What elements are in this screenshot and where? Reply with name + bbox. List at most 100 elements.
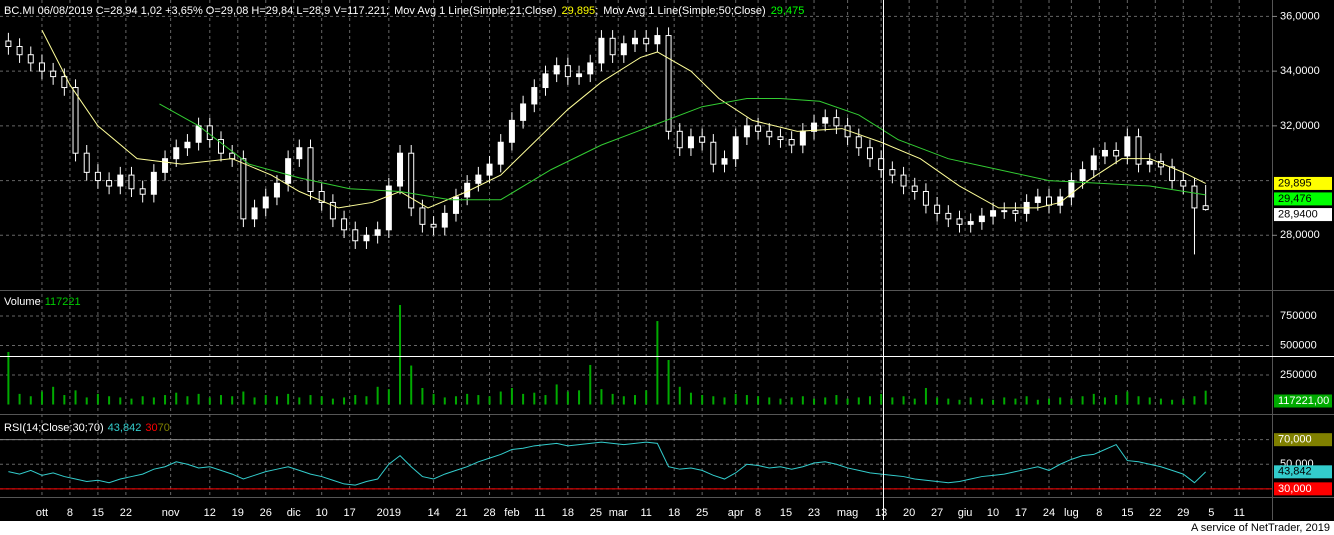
candle-body — [520, 103, 527, 121]
candle-body — [341, 218, 348, 231]
volume-bar — [387, 389, 390, 405]
candle-body — [1068, 180, 1075, 198]
volume-bar — [108, 396, 111, 405]
candle-body — [1046, 196, 1053, 206]
volume-bar — [656, 321, 659, 405]
y-tick-label: 250000 — [1280, 369, 1317, 381]
volume-bar — [466, 393, 469, 405]
rsi-value: 43,842 — [108, 422, 142, 434]
candle-body — [1079, 169, 1086, 182]
volume-bar — [7, 351, 10, 405]
volume-bar — [63, 395, 66, 405]
volume-tag: 117221,00 — [1278, 395, 1329, 407]
volume-bar — [376, 386, 379, 405]
footer-bar — [0, 521, 1334, 535]
x-tick-label: 17 — [1015, 507, 1027, 519]
candle-body — [620, 43, 627, 56]
volume-bar — [1193, 396, 1196, 405]
volume-bar — [18, 393, 21, 405]
x-tick-label: 17 — [344, 507, 356, 519]
volume-bar — [600, 389, 603, 405]
candle-body — [352, 229, 359, 242]
candle-body — [150, 171, 157, 195]
volume-bar — [432, 393, 435, 405]
plot-layer: ott 8 15 22 nov 12 19 26 dic 10 17 2019 14 21 28 feb 11 1… — [0, 0, 1332, 519]
x-tick-label: 12 — [204, 507, 216, 519]
x-tick-label: 15 — [92, 507, 104, 519]
x-tick-label: 28 — [483, 507, 495, 519]
candle-body — [866, 147, 873, 160]
volume-bar — [947, 398, 950, 405]
candle-body — [139, 188, 146, 195]
volume-bar — [757, 396, 760, 405]
candle-body — [945, 212, 952, 220]
volume-bar — [1059, 397, 1062, 405]
volume-bar — [253, 397, 256, 405]
candle-body — [475, 174, 482, 184]
volume-bar — [298, 397, 301, 405]
volume-bar — [980, 398, 983, 405]
x-tick-label: 13 — [875, 507, 887, 519]
candle-body — [452, 196, 459, 214]
volume-bar — [566, 391, 569, 405]
volume-bar — [533, 392, 536, 405]
volume-bar — [689, 392, 692, 405]
volume-bar — [309, 395, 312, 405]
candle-body — [296, 147, 303, 160]
candle-body — [799, 130, 806, 146]
candle-body — [16, 46, 23, 56]
x-tick-label: 10 — [987, 507, 999, 519]
volume-value: 117221 — [45, 296, 81, 308]
candle-body — [743, 125, 750, 138]
moving-average-line — [159, 97, 1206, 201]
volume-bar — [1159, 398, 1162, 405]
candle-body — [1034, 196, 1041, 203]
candle-body — [721, 158, 728, 165]
candle-body — [564, 65, 571, 78]
volume-bar — [354, 395, 357, 405]
candle-body — [419, 207, 426, 225]
rsi-header: RSI(14;Close;30;70) 43,842 3070 — [4, 422, 170, 434]
volume-bar — [1014, 398, 1017, 405]
volume-bar — [1126, 391, 1129, 405]
x-tick-label: 10 — [316, 507, 328, 519]
volume-bar — [790, 397, 793, 405]
volume-bar — [891, 397, 894, 405]
legend-value: 29,475 — [771, 5, 805, 17]
volume-bar — [678, 386, 681, 405]
candle-body — [83, 152, 90, 173]
candle-body — [430, 223, 437, 228]
y-tick-label: 36,0000 — [1280, 10, 1320, 22]
candle-body — [978, 215, 985, 223]
series-tag: 29,895 — [1278, 177, 1312, 189]
volume-bar — [208, 397, 211, 405]
volume-bar — [1048, 398, 1051, 405]
x-tick-label: 24 — [1043, 507, 1055, 519]
volume-bar — [130, 398, 133, 405]
rsi-tag: 43,842 — [1278, 466, 1312, 478]
y-tick-label: 750000 — [1280, 310, 1317, 322]
volume-bar — [152, 397, 155, 405]
volume-bar — [320, 396, 323, 405]
candle-body — [822, 117, 829, 124]
candle-body — [732, 136, 739, 160]
volume-bar — [701, 395, 704, 405]
candle-body — [1101, 149, 1108, 157]
volume-bar — [880, 393, 883, 405]
candle-body — [699, 136, 706, 143]
volume-bar — [667, 360, 670, 405]
volume-bar — [768, 397, 771, 405]
volume-bar — [343, 397, 346, 405]
volume-bar — [913, 398, 916, 405]
legend-name: Mov Avg 1 Line(Simple;21;Close) — [394, 5, 556, 17]
rsi-tag-box — [1274, 465, 1332, 479]
volume-bar — [1115, 395, 1118, 405]
rsi-title: RSI(14;Close;30;70) — [4, 422, 104, 434]
volume-bar — [1103, 397, 1106, 405]
candle-body — [665, 35, 672, 132]
candle-body — [307, 147, 314, 193]
x-tick-label: 27 — [931, 507, 943, 519]
volume-bar — [1036, 399, 1039, 405]
candle-body — [1191, 185, 1198, 209]
